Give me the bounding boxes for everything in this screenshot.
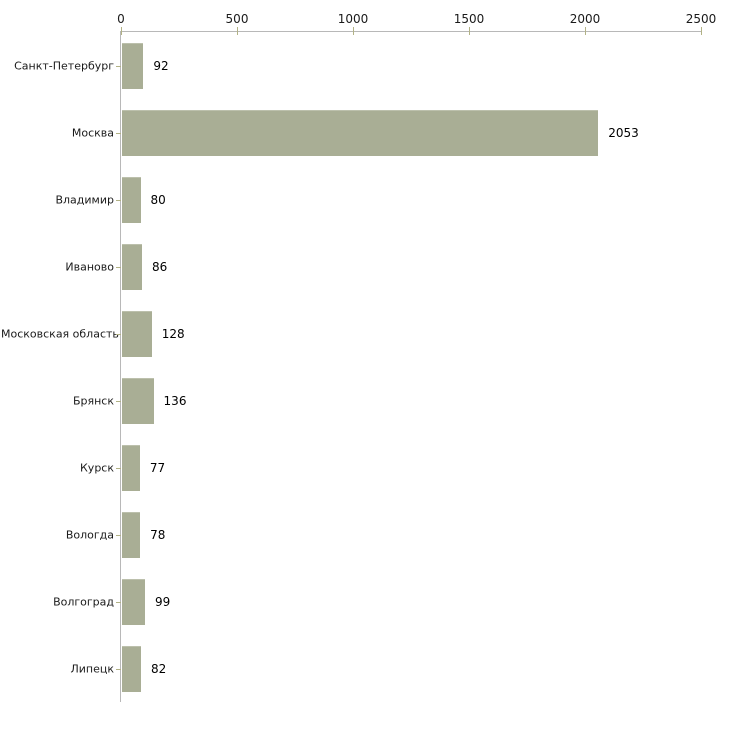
chart-row: Санкт-Петербург 92 <box>1 32 730 99</box>
value-label: 82 <box>151 661 167 676</box>
x-axis-tick <box>700 27 702 35</box>
chart-row: Москва 2053 <box>1 99 730 166</box>
category-label: Москва <box>71 126 114 139</box>
x-axis-tick-label: 2500 <box>685 12 717 26</box>
category-label: Московская область <box>1 327 119 340</box>
bar-1 <box>122 42 144 89</box>
value-label: 128 <box>161 326 185 341</box>
x-axis-tick <box>352 27 354 35</box>
chart-row: Брянск 136 <box>1 367 730 434</box>
x-axis-tick <box>584 27 586 35</box>
category-label: Курск <box>80 461 114 474</box>
chart-row: Волгоград 99 <box>1 568 730 635</box>
x-axis-tick <box>468 27 470 35</box>
x-axis-tick-label: 0 <box>117 12 125 26</box>
x-axis-tick <box>120 27 122 35</box>
y-axis-tick <box>116 534 121 536</box>
value-label: 99 <box>154 594 171 609</box>
value-label: 77 <box>149 460 166 475</box>
value-label: 92 <box>153 58 169 73</box>
y-axis-tick <box>116 65 121 67</box>
x-axis-tick-label: 2000 <box>569 12 601 26</box>
x-axis-tick-label: 500 <box>225 12 249 26</box>
category-label: Брянск <box>72 394 114 407</box>
y-axis-tick <box>116 132 121 134</box>
y-axis-tick <box>116 266 121 268</box>
bar-7 <box>122 444 140 491</box>
x-axis-tick-label: 1500 <box>453 12 485 26</box>
y-axis-tick <box>116 467 121 469</box>
value-label: 78 <box>150 527 166 542</box>
x-axis-tick <box>236 27 238 35</box>
bar-9 <box>122 578 145 625</box>
bar-5 <box>122 310 152 357</box>
chart-row: Владимир 80 <box>1 166 730 233</box>
bar-6 <box>122 377 154 424</box>
chart-row: Иваново 86 <box>1 233 730 300</box>
x-axis-tick-label: 1000 <box>337 12 369 26</box>
value-label: 86 <box>151 259 168 274</box>
plot-area: 0 500 1000 1500 2000 2500 Санкт-Петербург 92 Мос… <box>1 12 716 702</box>
bar-2 <box>122 109 599 156</box>
bar-3 <box>122 176 141 223</box>
y-axis-tick <box>116 601 121 603</box>
y-axis-tick <box>116 199 121 201</box>
chart-row: Курск 77 <box>1 434 730 501</box>
category-label: Вологда <box>65 528 114 541</box>
category-label: Санкт-Петербург <box>14 59 114 72</box>
y-axis-tick <box>116 333 121 335</box>
value-label: 136 <box>163 393 187 408</box>
category-label: Липецк <box>70 662 114 675</box>
y-axis-tick <box>116 400 121 402</box>
value-label: 2053 <box>608 125 639 140</box>
chart-row: Вологда 78 <box>1 501 730 568</box>
y-axis-tick <box>116 668 121 670</box>
category-label: Волгоград <box>53 595 114 608</box>
category-label: Владимир <box>55 193 114 206</box>
value-label: 80 <box>150 192 166 207</box>
bar-10 <box>122 645 142 692</box>
chart-row: Московская область 128 <box>1 300 730 367</box>
bar-4 <box>122 243 142 290</box>
bar-8 <box>122 511 141 558</box>
category-label: Иваново <box>65 260 114 273</box>
chart-row: Липецк 82 <box>1 635 730 702</box>
